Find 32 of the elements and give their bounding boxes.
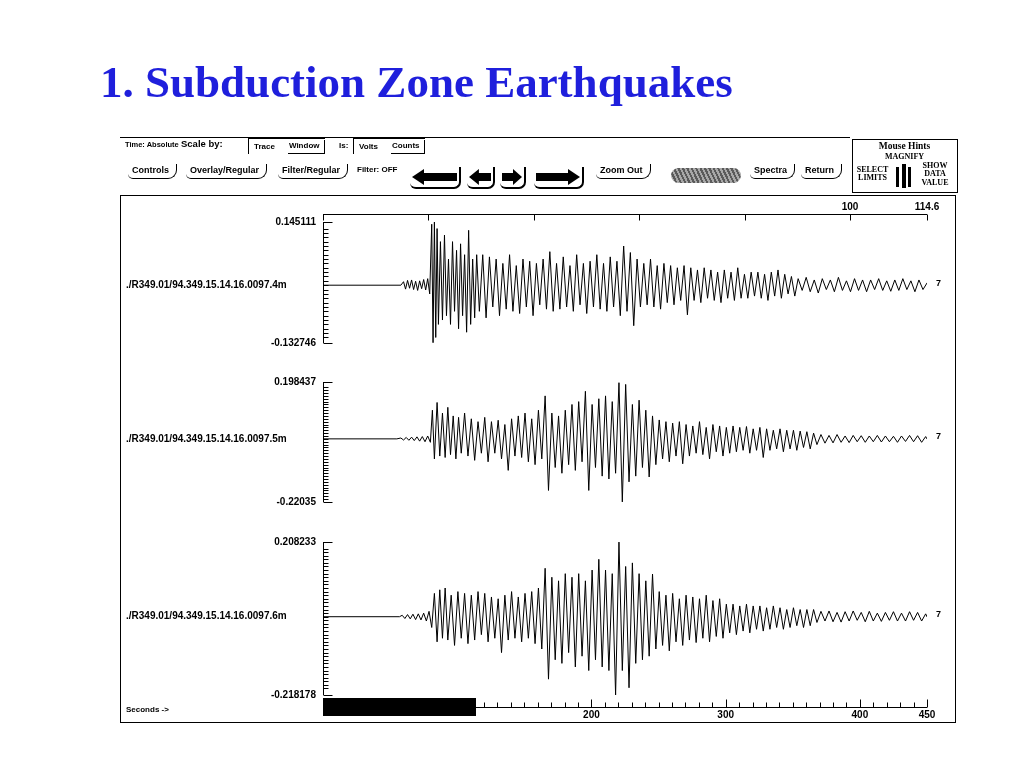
hint-panel: Mouse Hints MAGNIFY SELECT LIMITS SHOW DATA VALUE [852,139,958,193]
button: Spectra [750,164,796,179]
y-tick-label: 0.198437 [274,375,317,387]
x-tick-label: 200 [583,708,601,720]
y-tick-label: -0.22035 [276,495,317,507]
text: Scale by: [181,138,223,150]
text: 7 [936,431,942,442]
text: Filter: OFF [357,165,398,175]
button: Controls [128,164,177,179]
button: Overlay/Regular [186,164,268,179]
y-tick-label: 0.208233 [274,535,317,547]
button: Zoom Out [596,164,651,179]
button: Filter/Regular [278,164,348,179]
y-tick-label: -0.132746 [270,336,317,348]
text: 1. Subduction Zone Earthquakes [100,57,733,107]
button: Return [801,164,842,179]
x-tick-label: 400 [851,708,869,720]
y-tick-label: -0.218178 [270,688,317,700]
y-tick-label: 0.145111 [275,215,317,227]
text: Seconds -> [126,705,170,715]
x2-tick-label: 114.6 [914,200,940,212]
toggle-group: Volts Counts [353,138,425,154]
text: Is: [339,141,349,151]
x-tick-label: 450 [918,708,936,720]
text: 7 [936,609,942,620]
x-tick-label: 300 [717,708,735,720]
x2-tick-label: 100 [841,200,859,212]
text: ./R349.01/94.349.15.14.16.0097.4m [126,278,287,290]
text: ./R349.01/94.349.15.14.16.0097.5m [126,432,287,444]
toggle-group: Trace Window [248,138,325,154]
text: 7 [936,277,942,288]
text: ./R349.01/94.349.15.14.16.0097.6m [126,610,287,622]
